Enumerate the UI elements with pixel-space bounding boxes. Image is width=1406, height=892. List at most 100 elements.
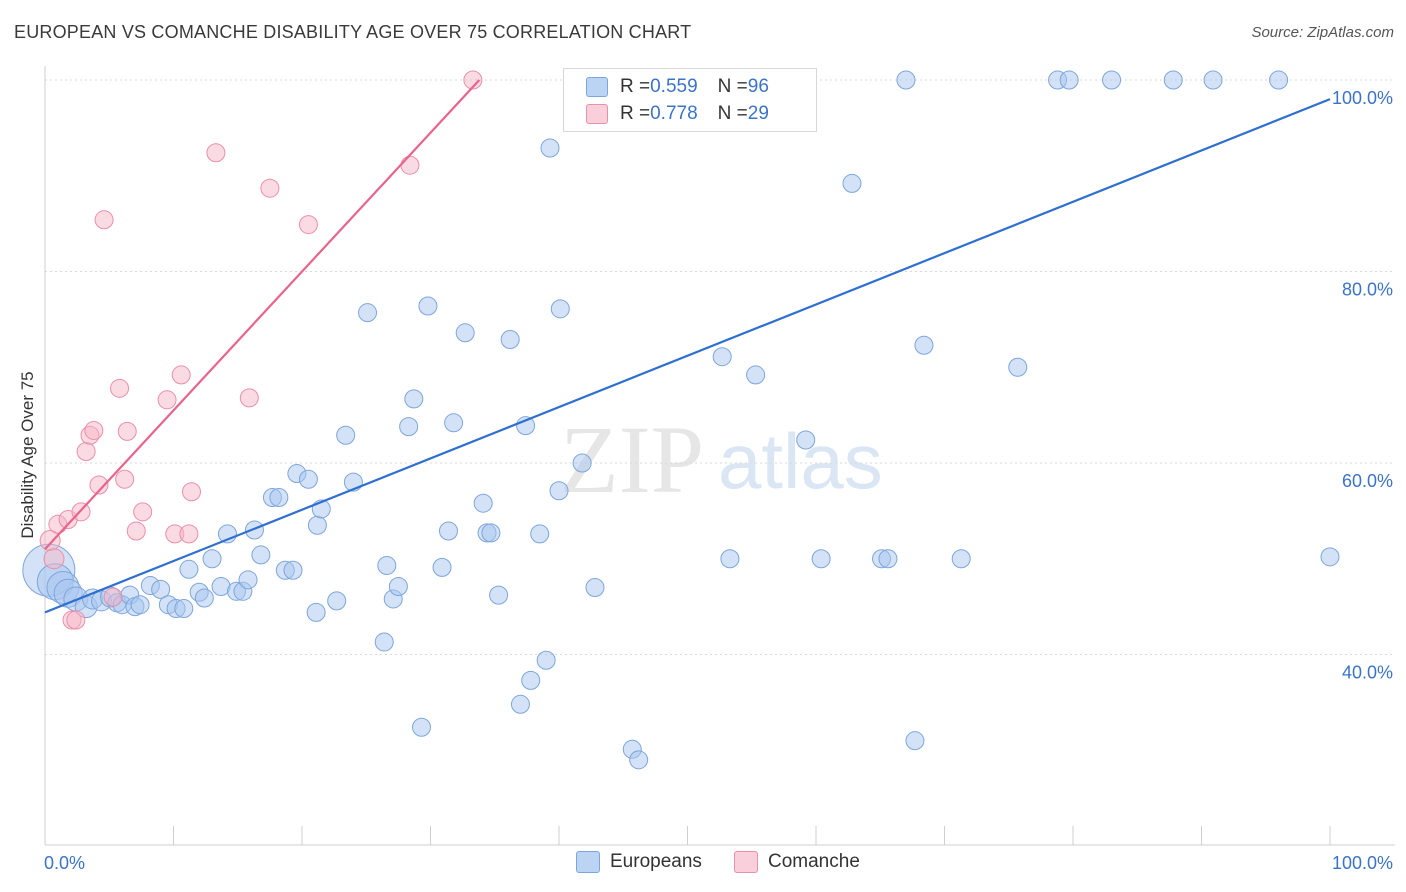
x-tick-label: 100.0%: [1332, 853, 1393, 873]
source-label: Source: ZipAtlas.com: [1251, 24, 1394, 41]
gridlines: [45, 79, 1395, 655]
y-tick-label: 40.0%: [1342, 663, 1393, 683]
europeans-point: [374, 632, 394, 652]
europeans-point: [1102, 70, 1122, 90]
europeans-point: [473, 493, 493, 513]
stats-legend: R = 0.559 N = 96 R = 0.778 N = 29: [563, 68, 817, 132]
y-axis-title: Disability Age Over 75: [18, 371, 37, 538]
europeans-point: [444, 413, 464, 433]
europeans-point: [202, 549, 222, 569]
europeans-point: [251, 545, 271, 565]
comanche-point: [94, 210, 114, 230]
bottom-legend-europeans[interactable]: Europeans: [576, 851, 702, 873]
europeans-point: [712, 347, 732, 367]
legend-r-label: R =: [620, 76, 651, 97]
europeans-point: [540, 138, 560, 158]
europeans-point: [1269, 70, 1289, 90]
bottom-legend-comanche[interactable]: Comanche: [734, 851, 860, 873]
comanche-point: [89, 475, 109, 495]
europeans-point: [1163, 70, 1183, 90]
europeans-point: [438, 521, 458, 541]
comanche-point: [66, 610, 86, 630]
bottom-legend-label: Europeans: [610, 851, 702, 872]
europeans-point: [811, 549, 831, 569]
europeans-point: [500, 329, 520, 349]
europeans-point: [536, 650, 556, 670]
europeans-point: [878, 549, 898, 569]
legend-swatch-comanche: [586, 104, 608, 124]
europeans-point: [746, 365, 766, 385]
europeans-point: [432, 557, 452, 577]
x-tick-label: 0.0%: [44, 853, 85, 873]
europeans-point: [151, 579, 171, 599]
bottom-legend-label: Comanche: [768, 851, 860, 872]
legend-r-label: R =: [620, 103, 651, 124]
comanche-point: [133, 502, 153, 522]
europeans-point: [306, 602, 326, 622]
europeans-trend-line: [44, 98, 1331, 614]
legend-swatch-europeans: [586, 77, 608, 97]
legend-r-value: 0.778: [650, 103, 698, 124]
europeans-point: [358, 303, 378, 323]
watermark-atlas: atlas: [718, 417, 883, 505]
comanche-point: [260, 178, 280, 198]
bottom-swatch-comanche: [734, 851, 758, 873]
comanche-point: [181, 482, 201, 502]
europeans-point: [1203, 70, 1223, 90]
legend-r-value: 0.559: [650, 76, 698, 97]
axes: [44, 66, 1395, 846]
europeans-point: [489, 585, 509, 605]
europeans-point: [179, 559, 199, 579]
bottom-swatch-europeans: [576, 851, 600, 873]
comanche-point: [239, 388, 259, 408]
legend-row-europeans: R = 0.559 N = 96: [586, 74, 769, 100]
comanche-point: [115, 469, 135, 489]
comanche-point: [76, 442, 96, 462]
europeans-point: [629, 750, 649, 770]
y-tick-label: 100.0%: [1332, 88, 1393, 108]
europeans-point: [298, 469, 318, 489]
comanche-point: [171, 365, 191, 385]
legend-row-comanche: R = 0.778 N = 29: [586, 101, 769, 127]
europeans-point: [550, 299, 570, 319]
trend-lines: [44, 79, 1331, 614]
y-tick-label: 80.0%: [1342, 280, 1393, 300]
europeans-point: [510, 694, 530, 714]
europeans-point: [720, 549, 740, 569]
europeans-point: [283, 560, 303, 580]
comanche-point: [126, 521, 146, 541]
europeans-point: [404, 389, 424, 409]
europeans-point: [399, 417, 419, 437]
europeans-point: [905, 731, 925, 751]
europeans-point: [238, 570, 258, 590]
europeans-point: [951, 549, 971, 569]
europeans-point: [914, 335, 934, 355]
europeans-point: [549, 481, 569, 501]
legend-n-value: 29: [747, 103, 769, 124]
europeans-point: [307, 515, 327, 535]
europeans-point: [585, 577, 605, 597]
europeans-point: [194, 588, 214, 608]
europeans-point: [412, 717, 432, 737]
europeans-point: [530, 524, 550, 544]
legend-n-value: 96: [747, 76, 769, 97]
comanche-point: [84, 420, 104, 440]
legend-n-label: N =: [717, 76, 748, 97]
europeans-point: [842, 173, 862, 193]
comanche-point: [206, 143, 226, 163]
comanche-point: [400, 155, 420, 175]
europeans-point: [269, 487, 289, 507]
europeans-point: [572, 453, 592, 473]
comanche-point: [117, 421, 137, 441]
comanche-point: [463, 70, 483, 90]
tick-labels: 40.0% 60.0% 80.0% 100.0% 0.0% 100.0%: [44, 88, 1393, 873]
europeans-point: [1059, 70, 1079, 90]
europeans-point: [1320, 547, 1340, 567]
comanche-point: [179, 524, 199, 544]
comanche-point: [43, 548, 65, 570]
comanche-point: [110, 378, 130, 398]
europeans-point: [1008, 357, 1028, 377]
europeans-point: [418, 296, 438, 316]
europeans-point: [455, 323, 475, 343]
